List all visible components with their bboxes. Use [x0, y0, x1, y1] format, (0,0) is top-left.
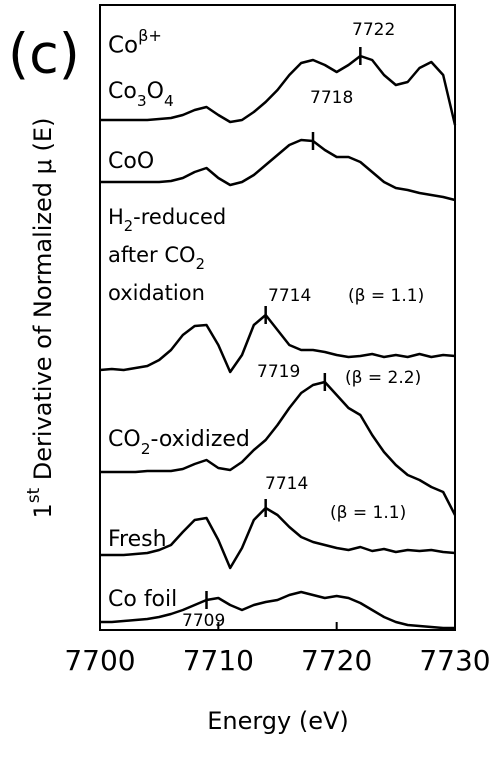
y-axis-label: 1st Derivative of Normalized μ (E): [23, 118, 57, 519]
x-tick-label: 7730: [419, 644, 490, 677]
series-label: CO2-oxidized: [108, 427, 250, 458]
spectrum-line: [99, 313, 456, 374]
x-tick-label: 7700: [64, 644, 135, 677]
x-tick-label: 7710: [183, 644, 254, 677]
spectrum-line: [100, 138, 456, 202]
series-label: Fresh: [108, 527, 167, 552]
peak-label: 7722: [352, 20, 395, 40]
x-axis-label: Energy (eV): [207, 707, 349, 735]
x-tick-label: 7720: [301, 644, 372, 677]
peak-note: (β = 1.1): [330, 503, 406, 523]
species-label: Coβ+: [108, 26, 162, 59]
spectrum-line: [100, 380, 457, 516]
peak-note: (β = 1.1): [348, 286, 424, 306]
spectrum-line: [100, 506, 456, 570]
peak-note: (β = 2.2): [345, 368, 421, 388]
peak-label: 7718: [310, 88, 353, 108]
series-label: Co foil: [108, 587, 177, 612]
series-label: H2-reduced after CO2 oxidation: [108, 205, 226, 305]
peak-label: 7714: [268, 286, 311, 306]
panel-label: (c): [8, 23, 80, 86]
spectrum-line: [100, 54, 457, 126]
series-label: CoO: [108, 149, 154, 174]
peak-label: 7714: [265, 474, 308, 494]
peak-label: 7709: [182, 611, 225, 631]
plot-frame: [99, 4, 456, 631]
peak-label: 7719: [257, 362, 300, 382]
spectrum-line: [100, 590, 455, 630]
series-label: Co3O4: [108, 79, 174, 110]
